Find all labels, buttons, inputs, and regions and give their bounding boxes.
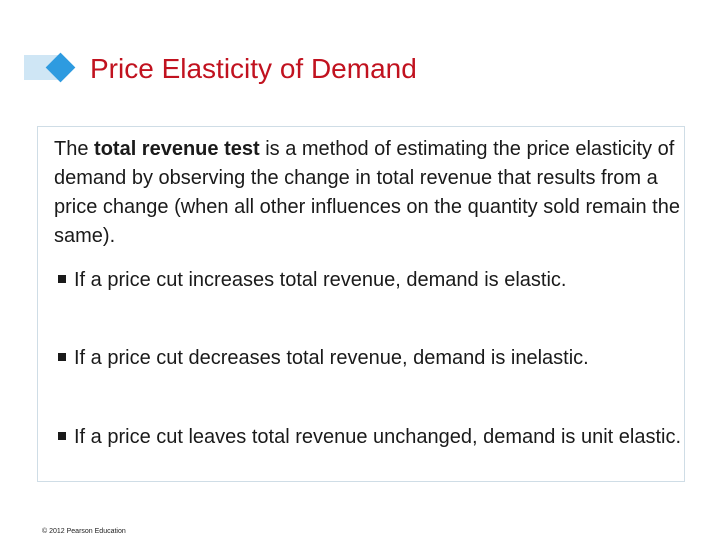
- bullet-text: If a price cut decreases total revenue, …: [74, 347, 589, 369]
- intro-text-after: is a method of estimating the price elas…: [54, 138, 680, 247]
- square-bullet-icon: [58, 353, 66, 361]
- content-box: The total revenue test is a method of es…: [37, 126, 685, 482]
- bullet-item-inelastic: If a price cut decreases total revenue, …: [58, 344, 690, 373]
- copyright-footer: © 2012 Pearson Education: [42, 528, 126, 535]
- intro-text-before: The: [54, 138, 95, 160]
- key-term: total revenue test: [94, 138, 260, 160]
- bullet-text: If a price cut leaves total revenue unch…: [74, 426, 682, 448]
- intro-paragraph: The total revenue test is a method of es…: [54, 135, 682, 251]
- bullet-text: If a price cut increases total revenue, …: [74, 269, 567, 291]
- bullet-item-unit-elastic: If a price cut leaves total revenue unch…: [58, 423, 690, 452]
- bullet-item-elastic: If a price cut increases total revenue, …: [58, 266, 690, 295]
- square-bullet-icon: [58, 432, 66, 440]
- slide-title: Price Elasticity of Demand: [90, 53, 417, 84]
- square-bullet-icon: [58, 275, 66, 283]
- slide-header: Price Elasticity of Demand: [0, 44, 720, 94]
